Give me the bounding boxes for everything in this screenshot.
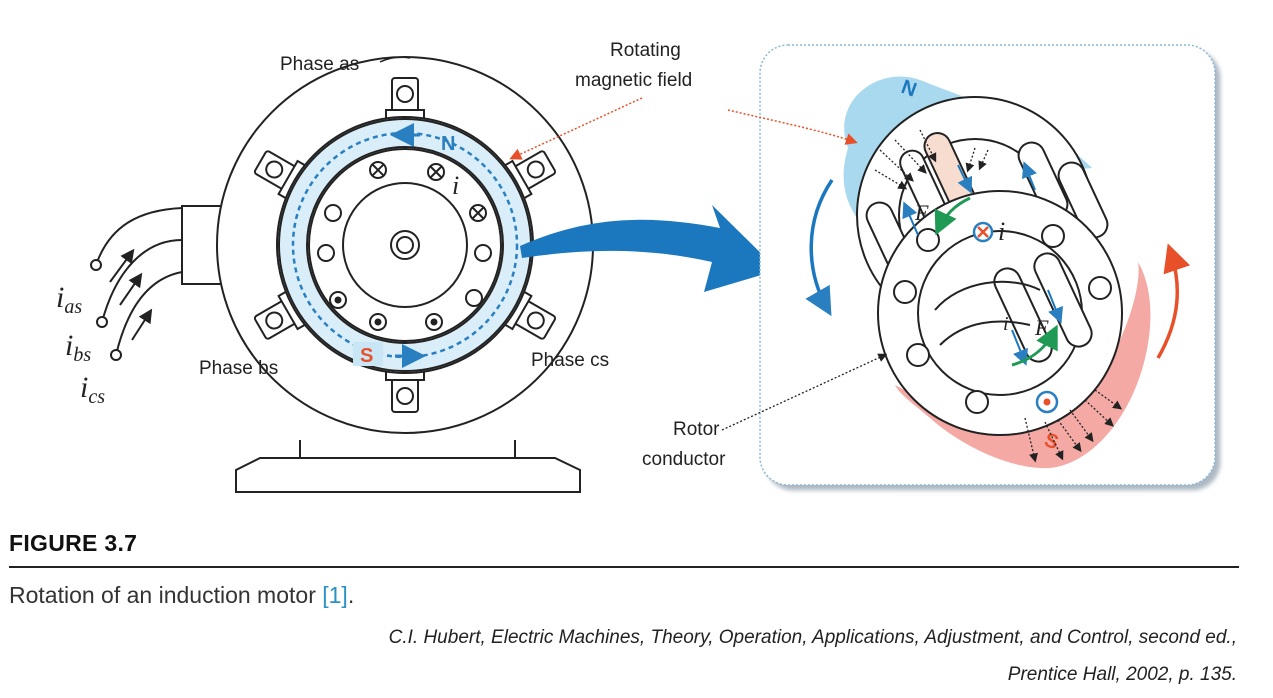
detail-pole-n-label: N (898, 76, 919, 102)
conductor-cross-icon (427, 163, 445, 181)
rotor-conductor-label-line2: conductor (642, 449, 726, 470)
rotor-detail-panel: N S (509, 40, 1216, 486)
conductor-dot-icon (425, 313, 443, 331)
detail-current-label-bottom: i (1003, 313, 1009, 335)
terminal-box (181, 205, 223, 285)
conductor-cross-icon (469, 204, 487, 222)
rotating-field-label-line1: Rotating (610, 40, 681, 61)
north-field-region (843, 76, 1092, 225)
supply-leads (90, 207, 183, 361)
induction-motor-figure: N S i Phase as Phase bs Phase cs ias ibs… (56, 40, 1216, 493)
pole-s-label: S (360, 345, 373, 367)
conductor-dot-icon (329, 291, 347, 309)
rotating-field-label-line2: magnetic field (575, 70, 692, 91)
zoom-arrow (520, 205, 778, 292)
rotor-conductor-label-line1: Rotor (673, 419, 720, 440)
caption-divider (9, 566, 1239, 568)
source-citation-line2: Prentice Hall, 2002, p. 135. (1007, 664, 1237, 685)
current-ibs-label: ibs (65, 329, 91, 366)
phase-as-label: Phase as (280, 54, 359, 75)
phase-bs-label: Phase bs (199, 358, 278, 379)
figure-caption: Rotation of an induction motor [1]. (9, 582, 354, 609)
conductor-dot-icon (1035, 390, 1059, 414)
source-citation-line1: C.I. Hubert, Electric Machines, Theory, … (388, 627, 1237, 648)
force-label-bottom: F (1034, 315, 1049, 340)
motor-drawing: N S i Phase as Phase bs Phase cs ias ibs… (56, 54, 609, 493)
figure-heading: FIGURE 3.7 (9, 530, 138, 556)
rotor-conductors (317, 161, 492, 331)
stator-poles (253, 77, 557, 413)
rotor-conductor-leader (721, 353, 888, 431)
caption-text: Rotation of an induction motor (9, 582, 323, 608)
field-rotation-arrow-left (805, 179, 834, 317)
conductor-dot-icon (369, 313, 387, 331)
current-ics-label: ics (80, 371, 105, 408)
pole-n-label: N (441, 133, 455, 155)
rotor-current-label: i (452, 171, 459, 200)
caption-period: . (347, 582, 355, 608)
detail-current-label-top: i (998, 217, 1005, 246)
force-label-top: F (914, 200, 929, 225)
reference-link[interactable]: [1] (322, 582, 348, 608)
conductor-cross-icon (972, 221, 994, 243)
motor-base (235, 457, 581, 493)
field-rotation-arrow-right (1156, 243, 1191, 359)
phase-cs-label: Phase cs (531, 350, 609, 371)
current-ias-label: ias (56, 281, 82, 318)
conductor-cross-icon (369, 161, 387, 179)
